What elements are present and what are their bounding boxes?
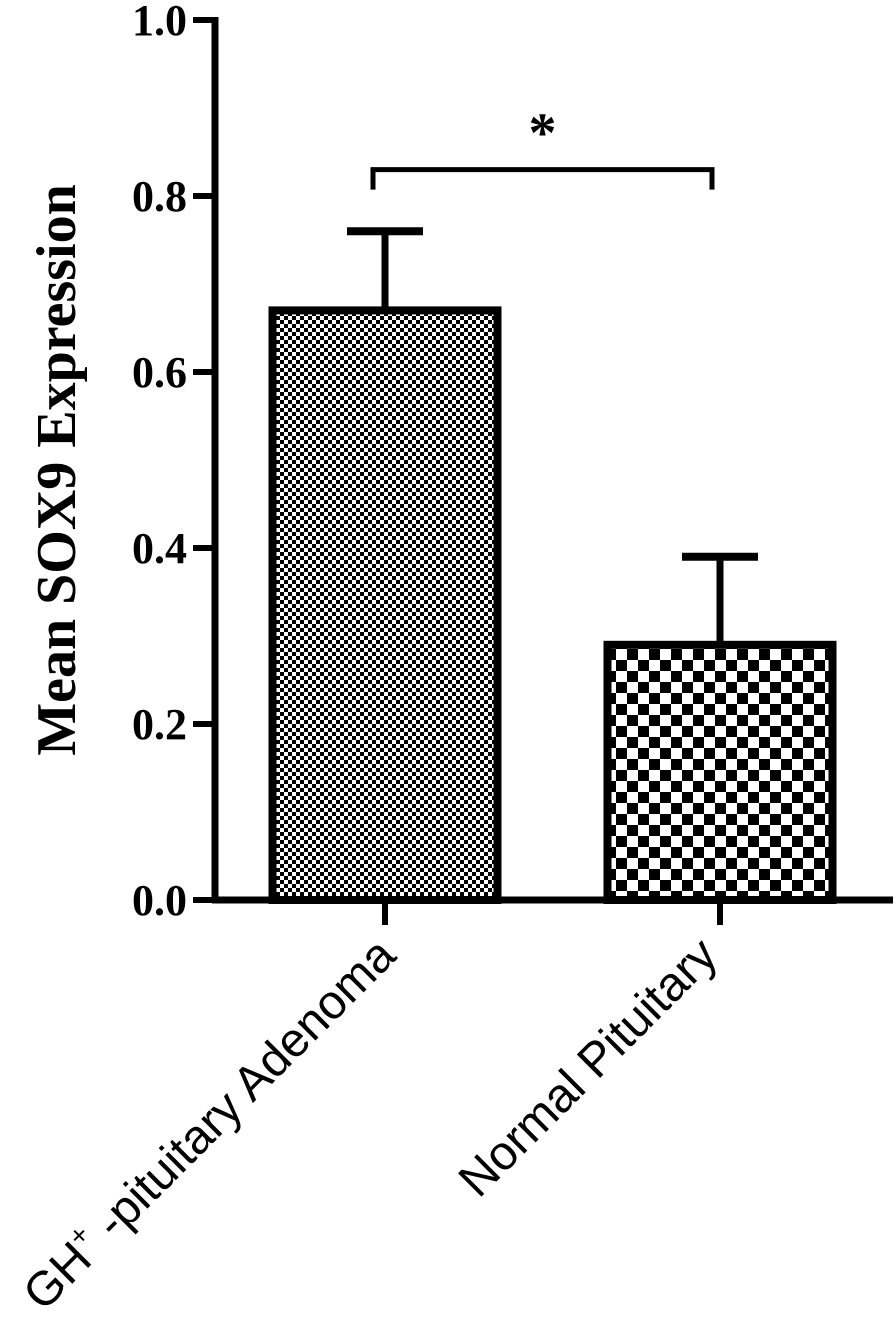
- y-tick-label: 0.6: [132, 348, 187, 397]
- y-tick-label: 0.2: [132, 700, 187, 749]
- significance-bracket: *: [370, 103, 715, 190]
- bar-1: [603, 640, 837, 904]
- category-label-rest: -pituitary Adenoma: [76, 928, 406, 1258]
- y-tick-label: 1.0: [132, 0, 187, 45]
- significance-line: [370, 167, 715, 190]
- significance-label: *: [529, 103, 557, 165]
- y-tick-label: 0.0: [132, 876, 187, 925]
- error-bars: [347, 227, 758, 645]
- bars: [268, 306, 837, 904]
- category-labels: GH+ -pituitary Adenoma Normal Pituitary: [11, 926, 728, 1321]
- y-tick-label: 0.8: [132, 172, 187, 221]
- y-tick-label: 0.4: [132, 524, 187, 573]
- category-label-1: Normal Pituitary: [449, 928, 728, 1207]
- y-axis-label: Mean SOX9 Expression: [26, 184, 88, 755]
- bar-0: [268, 306, 502, 904]
- category-label-0: GH+ -pituitary Adenoma: [11, 926, 406, 1321]
- y-axis: 0.0 0.2 0.4 0.6 0.8 1.0: [132, 0, 219, 925]
- category-label-main: Normal Pituitary: [449, 928, 728, 1207]
